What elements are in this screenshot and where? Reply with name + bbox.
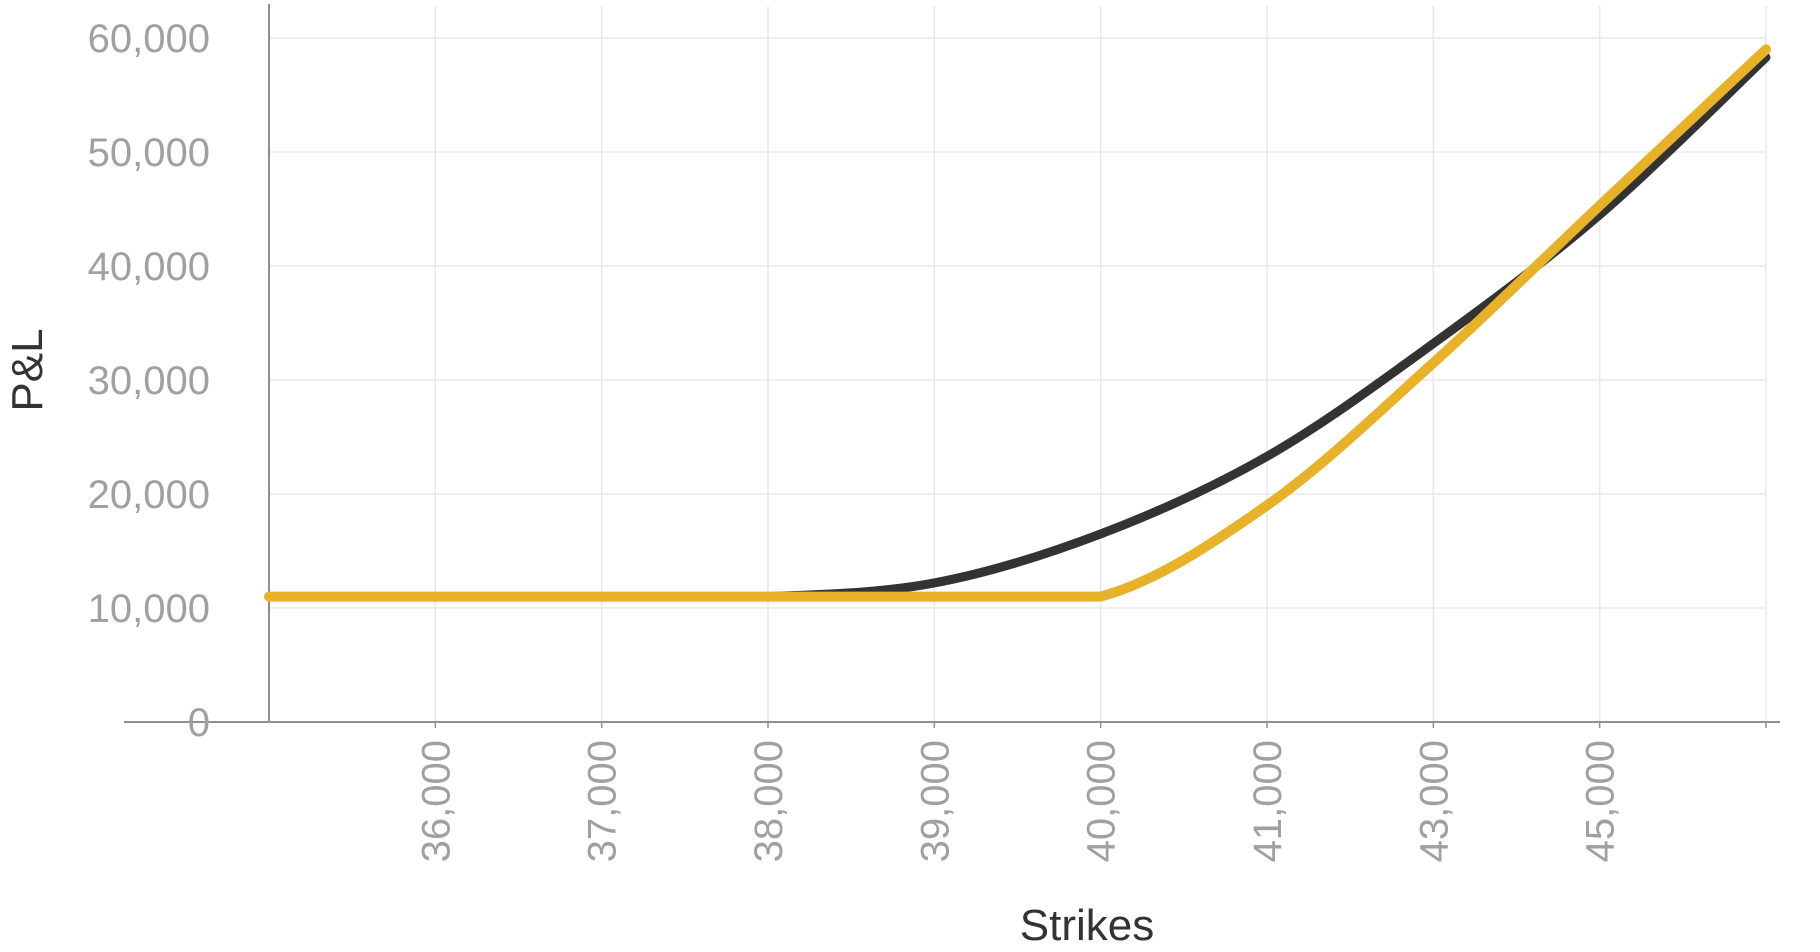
y-tick-label: 20,000: [88, 473, 210, 517]
x-tick-label: 45,000: [1579, 740, 1623, 862]
y-tick-label: 60,000: [88, 17, 210, 61]
series-line-gold: [264, 44, 1771, 602]
series-lines: [264, 44, 1771, 602]
grid: [269, 6, 1767, 722]
x-tick-label: 37,000: [581, 740, 625, 862]
y-tick-label: 30,000: [88, 359, 210, 403]
x-tick-label: 40,000: [1080, 740, 1124, 862]
x-tick-label: 39,000: [913, 740, 957, 862]
x-tick-label: 41,000: [1246, 740, 1290, 862]
x-axis-title: Strikes: [1020, 901, 1154, 950]
y-tick-label: 40,000: [88, 245, 210, 289]
y-tick-label: 0: [188, 701, 210, 745]
axes: [124, 4, 1780, 728]
y-tick-label: 50,000: [88, 131, 210, 175]
y-axis-title: P&L: [3, 328, 52, 411]
y-tick-labels: 0 10,000 20,000 30,000 40,000 50,000 60,000: [88, 17, 210, 745]
x-tick-label: 38,000: [747, 740, 791, 862]
series-line-dark: [264, 52, 1771, 602]
x-tick-labels: 36,000 37,000 38,000 39,000 40,000 41,000 43,0…: [414, 740, 1622, 862]
y-tick-label: 10,000: [88, 587, 210, 631]
x-tick-label: 43,000: [1412, 740, 1456, 862]
x-tick-label: 36,000: [414, 740, 458, 862]
